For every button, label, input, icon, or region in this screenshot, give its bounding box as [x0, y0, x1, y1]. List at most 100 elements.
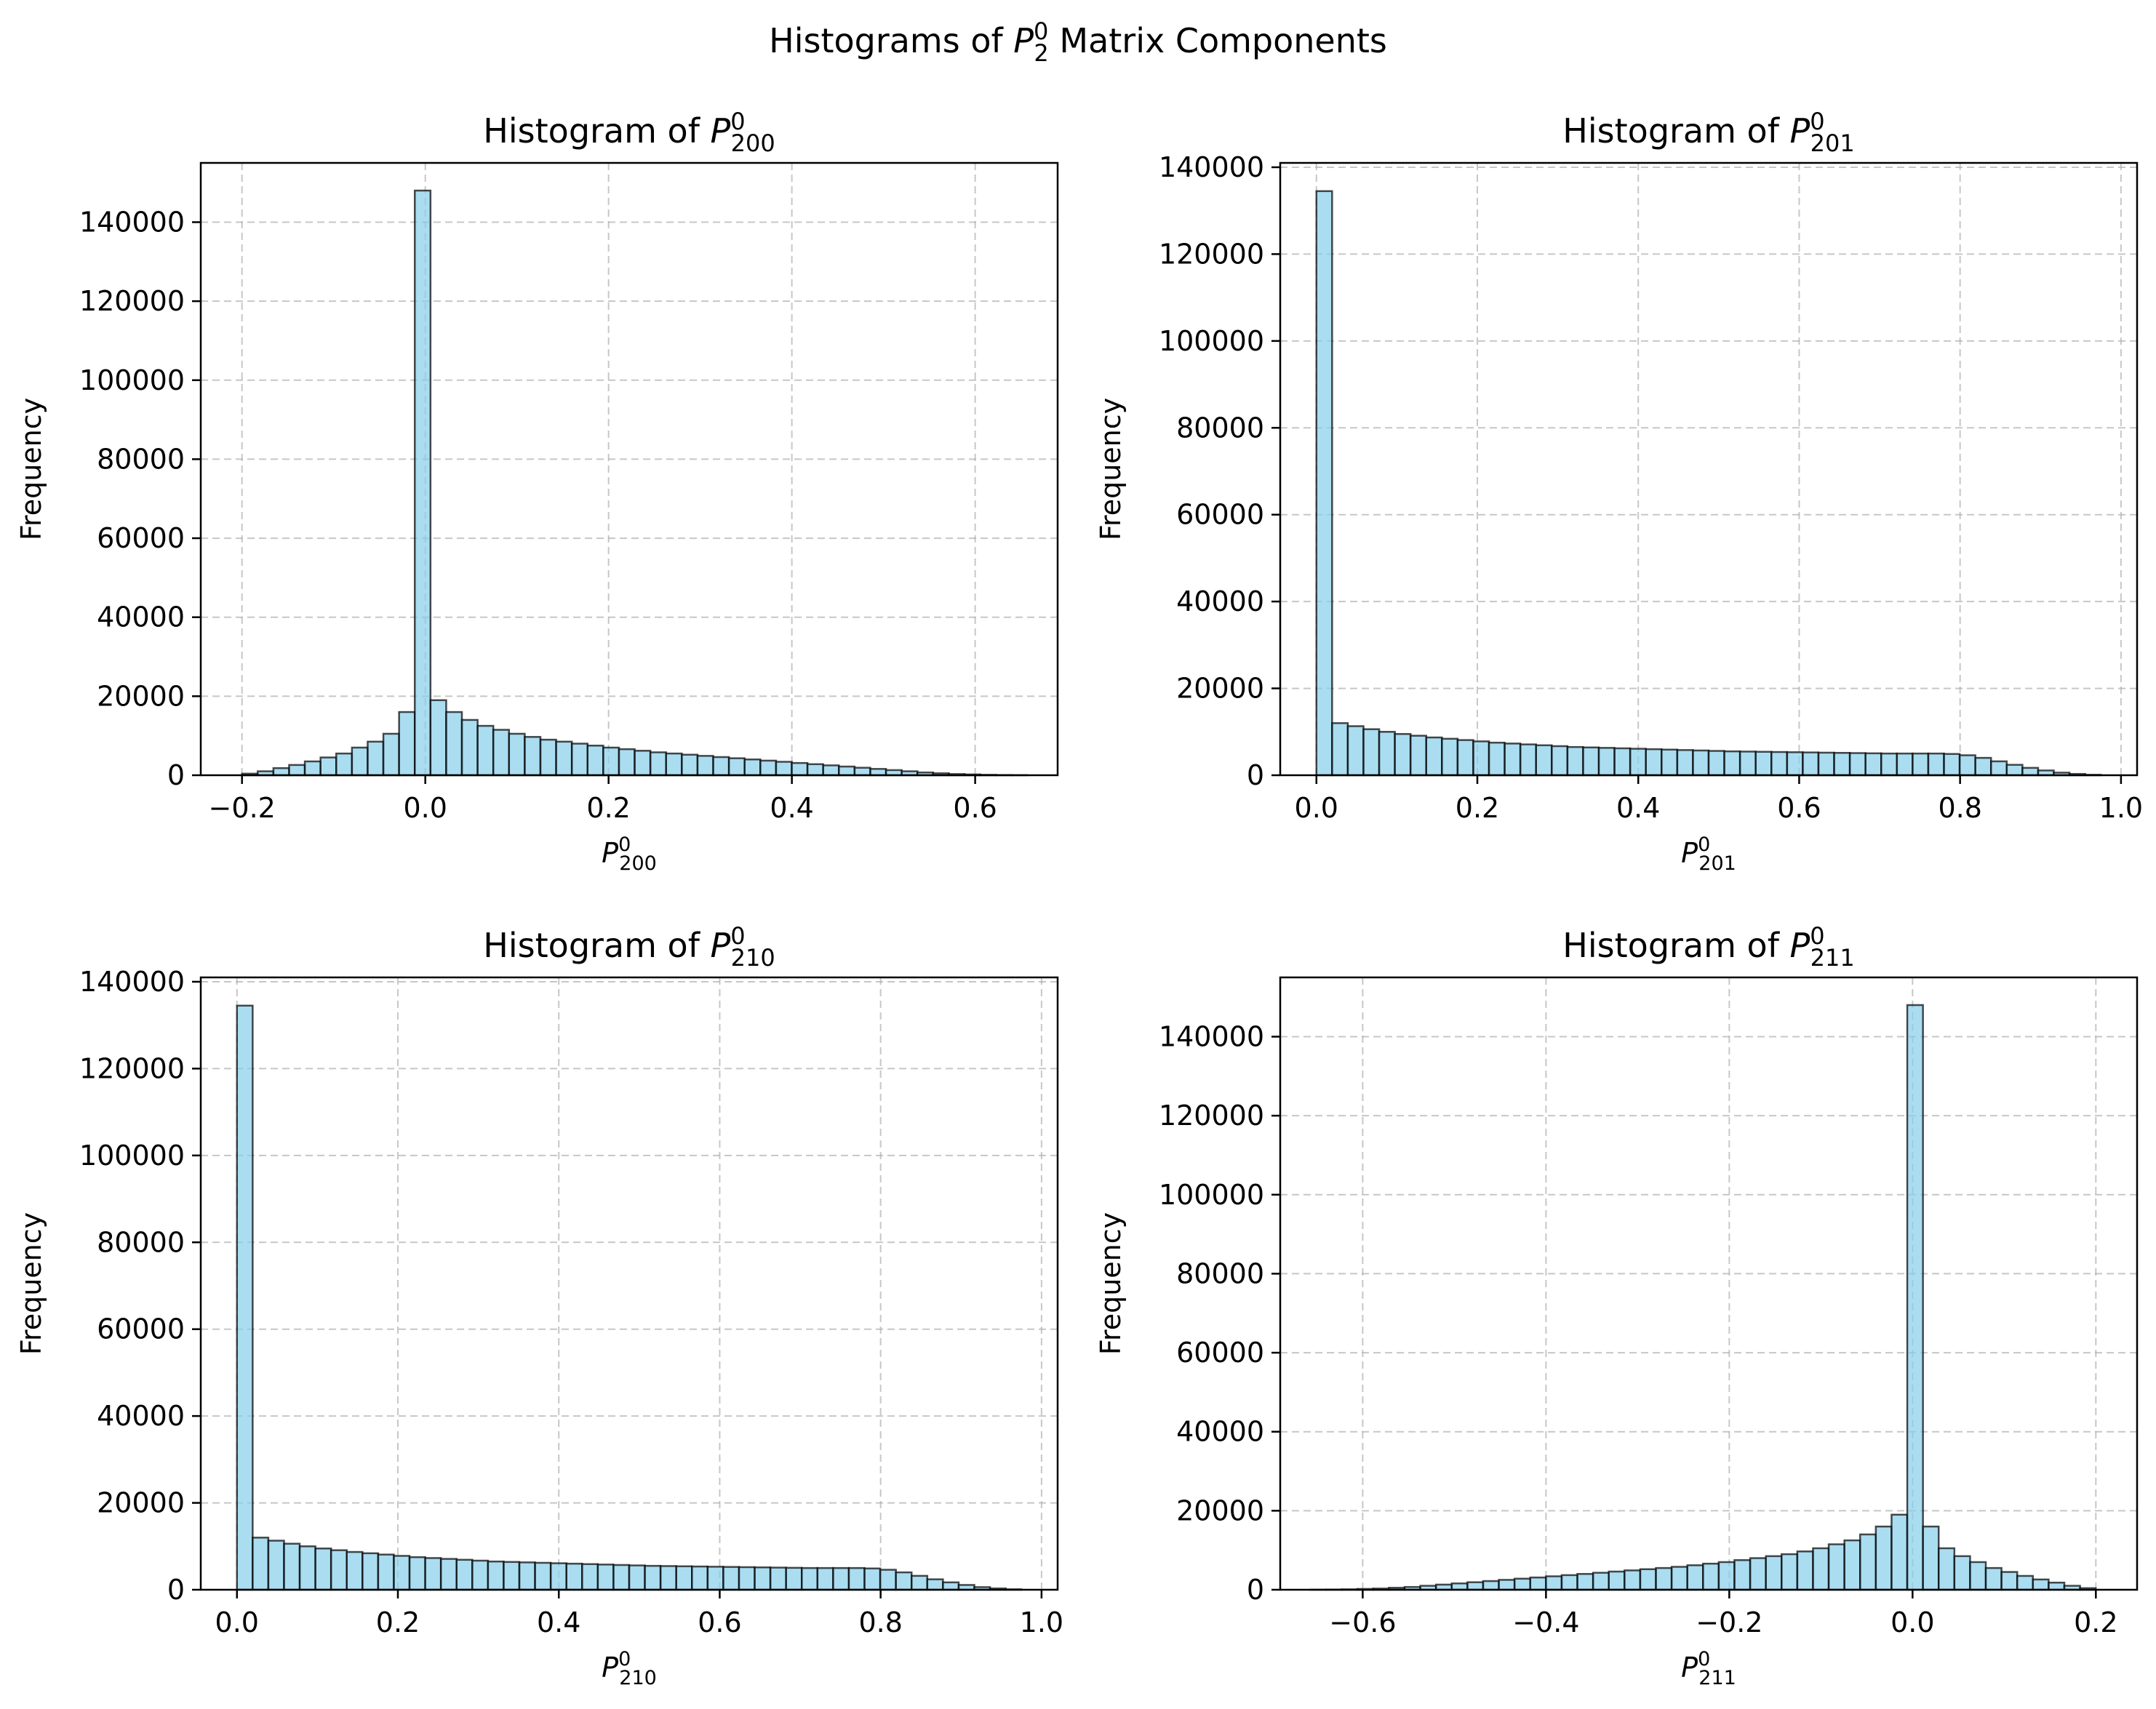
- histogram-panel-p2-11: −0.6 −0.4 −0.2 0.0 0.2 0 20000 40000 60000 80000 1…: [1095, 922, 2139, 1689]
- x-tick-label: 0.0: [215, 1606, 259, 1638]
- histogram-bar: [1441, 737, 1459, 777]
- x-tick-label: 0.6: [953, 792, 997, 824]
- histogram-bar: [1488, 741, 1506, 777]
- x-tick-label: −0.6: [1329, 1606, 1396, 1638]
- histogram-bar: [1723, 750, 1741, 777]
- histogram-bar: [1786, 751, 1804, 777]
- histogram-bar: [367, 740, 385, 777]
- x-tick-label: 0.8: [1938, 792, 1981, 824]
- histogram-bar: [612, 1564, 631, 1591]
- histogram-bar: [1692, 749, 1710, 777]
- histogram-bar: [712, 756, 730, 777]
- x-axis-label: P0 211: [1681, 1648, 1736, 1689]
- histogram-bar: [298, 1545, 316, 1591]
- y-axis-label: Frequency: [15, 1212, 47, 1355]
- subplot-title: Histogram of P0 210: [483, 922, 775, 972]
- histogram-bar: [895, 1571, 913, 1591]
- x-tick-label: 0.6: [1777, 792, 1821, 824]
- histogram-bar: [570, 743, 589, 777]
- x-tick-label: −0.2: [209, 792, 276, 824]
- y-tick-label: 100000: [1159, 1179, 1264, 1211]
- y-tick-label: 120000: [79, 1052, 185, 1084]
- histogram-bar: [1482, 1580, 1500, 1591]
- histogram-bar: [508, 732, 526, 777]
- histogram-bar: [1466, 1581, 1485, 1591]
- histogram-bar: [1331, 722, 1349, 777]
- y-tick-label: 0: [1247, 759, 1264, 791]
- histogram-bar: [691, 1565, 709, 1591]
- histogram-bar: [1859, 1533, 1877, 1591]
- histogram-bar: [565, 1562, 583, 1591]
- histogram-bar: [1896, 752, 1914, 777]
- histogram-bar: [549, 1562, 567, 1591]
- histogram-bar: [1781, 1553, 1799, 1591]
- histogram-bar: [2005, 764, 2024, 777]
- histogram-bar: [1545, 1575, 1563, 1591]
- histogram-bar: [1974, 756, 1992, 777]
- histogram-bar: [2000, 1571, 2019, 1591]
- y-tick-label: 60000: [97, 522, 185, 554]
- histogram-bar: [1519, 743, 1537, 777]
- histogram-bar: [1394, 733, 1412, 777]
- histogram-bar: [1639, 1568, 1657, 1591]
- histogram-bar: [1843, 1539, 1861, 1591]
- histogram-bar: [644, 1564, 662, 1591]
- y-tick-label: 140000: [79, 206, 185, 238]
- histogram-bar: [743, 759, 762, 777]
- histogram-bar: [1812, 1547, 1830, 1591]
- histogram-bar: [1425, 736, 1443, 777]
- histogram-bar: [1645, 748, 1663, 777]
- histogram-bar: [382, 732, 400, 777]
- y-axis-label: Frequency: [1095, 1212, 1127, 1355]
- histogram-bar: [853, 767, 871, 777]
- histogram-bar: [346, 1550, 364, 1591]
- histogram-bar: [1686, 1564, 1704, 1591]
- x-tick-label: −0.4: [1512, 1606, 1579, 1638]
- axes-frame: [1279, 161, 2139, 777]
- histogram-bar: [1315, 190, 1333, 777]
- histogram-bar: [879, 1569, 897, 1591]
- histogram-bar: [1817, 751, 1835, 777]
- histogram-bar: [1770, 751, 1789, 777]
- histogram-bar: [1880, 752, 1899, 777]
- histogram-bar: [1576, 1573, 1594, 1591]
- histogram-bar: [581, 1563, 599, 1591]
- y-tick-label: 20000: [97, 680, 185, 712]
- histogram-bar: [1989, 760, 2008, 777]
- histogram-bar: [2016, 1574, 2035, 1591]
- histogram-bar: [351, 746, 369, 777]
- histogram-bar: [377, 1553, 395, 1591]
- x-tick-label: 0.6: [698, 1606, 741, 1638]
- y-tick-label: 100000: [1159, 325, 1264, 357]
- histogram-bar: [2048, 1581, 2066, 1591]
- histogram-bar: [1613, 747, 1632, 777]
- axes-frame: [199, 976, 1059, 1591]
- histogram-bar: [738, 1566, 756, 1591]
- histogram-bar: [806, 763, 824, 777]
- y-tick-label: 20000: [97, 1487, 185, 1519]
- x-axis-label: P0 200: [602, 833, 657, 875]
- histogram-bar: [1738, 751, 1757, 777]
- histogram-bar: [1551, 745, 1569, 777]
- y-tick-label: 20000: [1176, 673, 1264, 705]
- histogram-bar: [1582, 746, 1600, 777]
- histogram-panel-p2-01: 0.0 0.2 0.4 0.6 0.8 1.0 0 20000 40000 60000 80000 1…: [1095, 108, 2143, 875]
- histogram-bar: [910, 1574, 929, 1591]
- histogram-bar: [1891, 1513, 1909, 1591]
- histogram-bar: [236, 1004, 254, 1591]
- histogram-bar: [1472, 740, 1490, 777]
- histogram-bar: [398, 711, 416, 777]
- histogram-bar: [1597, 747, 1616, 777]
- histogram-bar: [439, 1558, 458, 1591]
- histogram-bar: [1874, 1525, 1893, 1591]
- x-tick-label: 0.0: [1891, 1606, 1934, 1638]
- histogram-bar: [1655, 1566, 1673, 1591]
- histogram-bar: [539, 738, 557, 777]
- x-axis-label: P0 201: [1681, 833, 1736, 875]
- histogram-bar: [1450, 1582, 1469, 1591]
- histogram-bar: [1498, 1579, 1516, 1591]
- histogram-bar: [1922, 1525, 1940, 1591]
- histogram-bar: [628, 1564, 646, 1591]
- histogram-bar: [1676, 749, 1694, 777]
